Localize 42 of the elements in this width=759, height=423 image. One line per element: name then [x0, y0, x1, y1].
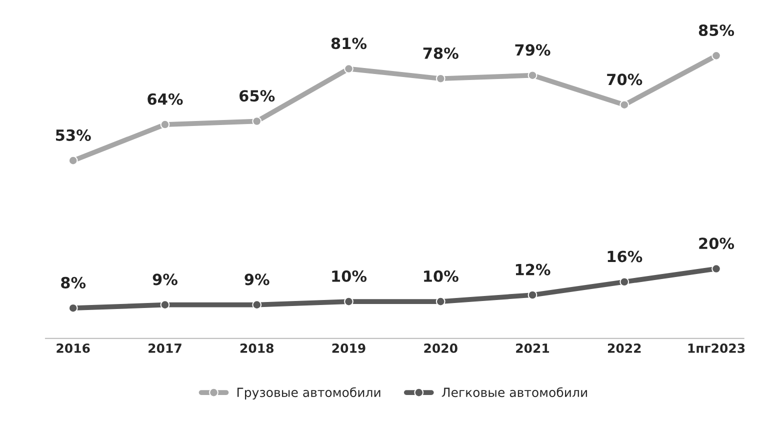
data-label: 78%: [423, 47, 458, 59]
data-label: 64%: [148, 93, 183, 105]
point: [620, 100, 630, 110]
x-tick-label: 2021: [516, 343, 550, 353]
point: [252, 300, 262, 310]
data-label: 20%: [699, 238, 734, 250]
x-tick-label: 2018: [240, 343, 274, 353]
point: [344, 64, 354, 74]
x-tick-label: 2016: [56, 343, 90, 353]
data-label: 9%: [244, 274, 270, 286]
data-label: 12%: [516, 264, 550, 276]
x-tick-label: 2020: [424, 343, 458, 353]
point: [160, 300, 170, 310]
x-tick-label: 2019: [332, 343, 366, 353]
point: [160, 120, 170, 130]
data-label: 65%: [240, 90, 275, 102]
point: [528, 290, 538, 300]
x-tick-label: 2022: [608, 343, 641, 353]
data-label: 81%: [331, 38, 367, 50]
x-tick-label: 2017: [148, 343, 182, 353]
data-label: 16%: [608, 250, 642, 262]
point: [68, 156, 78, 166]
point: [436, 296, 446, 306]
point: [620, 277, 630, 287]
point: [252, 116, 262, 126]
data-label: 10%: [424, 270, 458, 282]
data-label: 53%: [56, 129, 91, 141]
legend-label: Легковые автомобили: [442, 387, 587, 398]
legend-label: Грузовые автомобили: [237, 387, 380, 400]
data-label: 70%: [607, 74, 642, 86]
point: [436, 74, 446, 84]
data-label: 8%: [61, 276, 86, 288]
point: [344, 296, 354, 306]
point: [528, 70, 538, 80]
data-label: 79%: [515, 44, 550, 56]
point: [712, 264, 721, 274]
data-label: 85%: [698, 24, 734, 36]
point: [712, 50, 721, 60]
data-label: 9%: [152, 274, 178, 286]
x-tick-label: 1пг2023: [688, 343, 745, 353]
point: [68, 303, 78, 313]
data-label: 10%: [332, 270, 367, 282]
